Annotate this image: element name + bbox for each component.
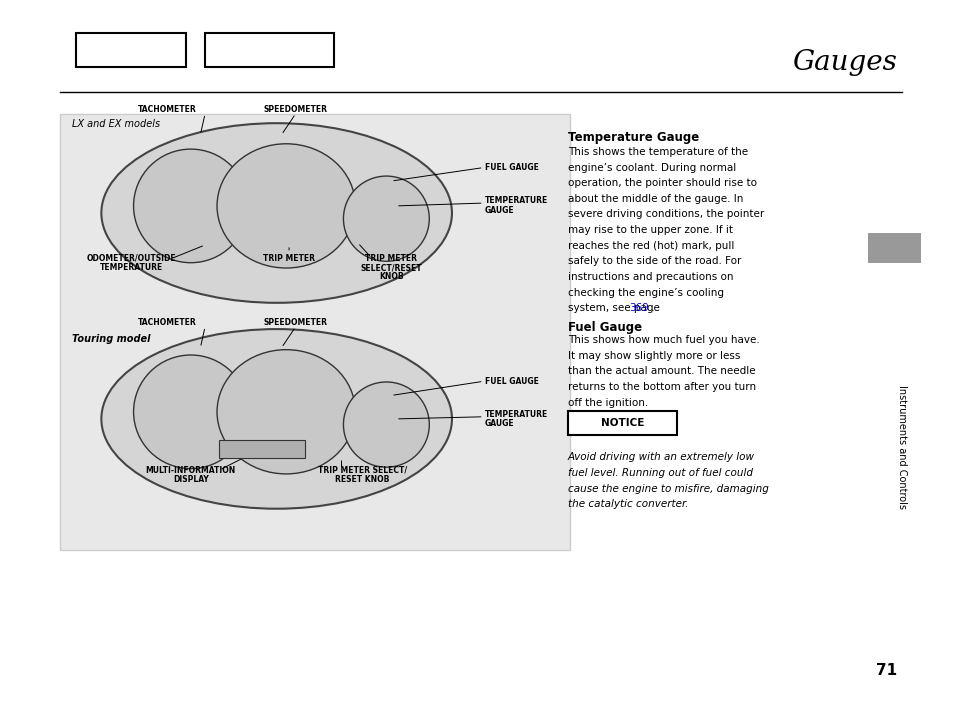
Ellipse shape	[343, 382, 429, 467]
Bar	[867, 233, 920, 263]
Text: TACHOMETER: TACHOMETER	[137, 317, 196, 327]
Text: engine’s coolant. During normal: engine’s coolant. During normal	[567, 163, 735, 173]
Text: It may show slightly more or less: It may show slightly more or less	[567, 351, 740, 361]
Text: .: .	[648, 303, 655, 313]
Bar	[76, 33, 186, 67]
Text: Touring model: Touring model	[71, 334, 150, 344]
Bar	[567, 411, 677, 435]
Text: TEMPERATURE: TEMPERATURE	[100, 263, 163, 272]
Text: SELECT/RESET: SELECT/RESET	[360, 263, 421, 272]
Text: 369: 369	[629, 303, 648, 313]
Text: 71: 71	[875, 663, 896, 679]
Text: MULTI-INFORMATION: MULTI-INFORMATION	[146, 466, 235, 474]
Ellipse shape	[216, 349, 355, 474]
Text: Gauges: Gauges	[791, 49, 896, 76]
Text: This shows how much fuel you have.: This shows how much fuel you have.	[567, 335, 759, 345]
Text: Temperature Gauge: Temperature Gauge	[567, 131, 699, 144]
Text: FUEL GAUGE: FUEL GAUGE	[484, 163, 537, 172]
Text: TACHOMETER: TACHOMETER	[137, 104, 196, 114]
Text: cause the engine to misfire, damaging: cause the engine to misfire, damaging	[567, 484, 768, 493]
Text: GAUGE: GAUGE	[484, 206, 514, 214]
Text: TRIP METER SELECT/: TRIP METER SELECT/	[317, 466, 407, 474]
Text: off the ignition.: off the ignition.	[567, 398, 647, 408]
Ellipse shape	[133, 355, 248, 469]
Text: TEMPERATURE: TEMPERATURE	[484, 410, 547, 419]
Ellipse shape	[101, 124, 452, 303]
Text: NOTICE: NOTICE	[600, 417, 643, 428]
Text: the catalytic converter.: the catalytic converter.	[567, 499, 687, 509]
Text: system, see page: system, see page	[567, 303, 662, 313]
Bar	[60, 114, 570, 550]
Text: Fuel Gauge: Fuel Gauge	[567, 321, 641, 334]
Text: reaches the red (hot) mark, pull: reaches the red (hot) mark, pull	[567, 241, 733, 251]
Text: instructions and precautions on: instructions and precautions on	[567, 272, 732, 282]
Bar	[205, 33, 334, 67]
Text: fuel level. Running out of fuel could: fuel level. Running out of fuel could	[567, 468, 752, 478]
Text: TRIP METER: TRIP METER	[365, 254, 416, 263]
Text: SPEEDOMETER: SPEEDOMETER	[263, 104, 328, 114]
Text: Instruments and Controls: Instruments and Controls	[896, 386, 905, 509]
Ellipse shape	[101, 329, 452, 509]
Bar	[219, 440, 305, 458]
Ellipse shape	[133, 149, 248, 263]
Text: This shows the temperature of the: This shows the temperature of the	[567, 147, 747, 157]
Ellipse shape	[216, 144, 355, 268]
Text: FUEL GAUGE: FUEL GAUGE	[484, 377, 537, 386]
Text: GAUGE: GAUGE	[484, 420, 514, 428]
Text: than the actual amount. The needle: than the actual amount. The needle	[567, 366, 755, 376]
Text: KNOB: KNOB	[378, 273, 403, 281]
Text: Avoid driving with an extremely low: Avoid driving with an extremely low	[567, 452, 754, 462]
Text: may rise to the upper zone. If it: may rise to the upper zone. If it	[567, 225, 732, 235]
Text: SPEEDOMETER: SPEEDOMETER	[263, 317, 328, 327]
Text: safely to the side of the road. For: safely to the side of the road. For	[567, 256, 740, 266]
Text: ODOMETER/OUTSIDE: ODOMETER/OUTSIDE	[87, 254, 176, 263]
Text: operation, the pointer should rise to: operation, the pointer should rise to	[567, 178, 756, 188]
Text: TRIP METER: TRIP METER	[263, 254, 314, 263]
Text: LX and EX models: LX and EX models	[71, 119, 159, 129]
Ellipse shape	[343, 176, 429, 261]
Text: checking the engine’s cooling: checking the engine’s cooling	[567, 288, 723, 297]
Text: about the middle of the gauge. In: about the middle of the gauge. In	[567, 194, 742, 204]
Text: returns to the bottom after you turn: returns to the bottom after you turn	[567, 382, 755, 392]
Text: RESET KNOB: RESET KNOB	[335, 475, 389, 484]
Text: severe driving conditions, the pointer: severe driving conditions, the pointer	[567, 209, 763, 219]
Text: TEMPERATURE: TEMPERATURE	[484, 197, 547, 205]
Text: DISPLAY: DISPLAY	[172, 475, 209, 484]
